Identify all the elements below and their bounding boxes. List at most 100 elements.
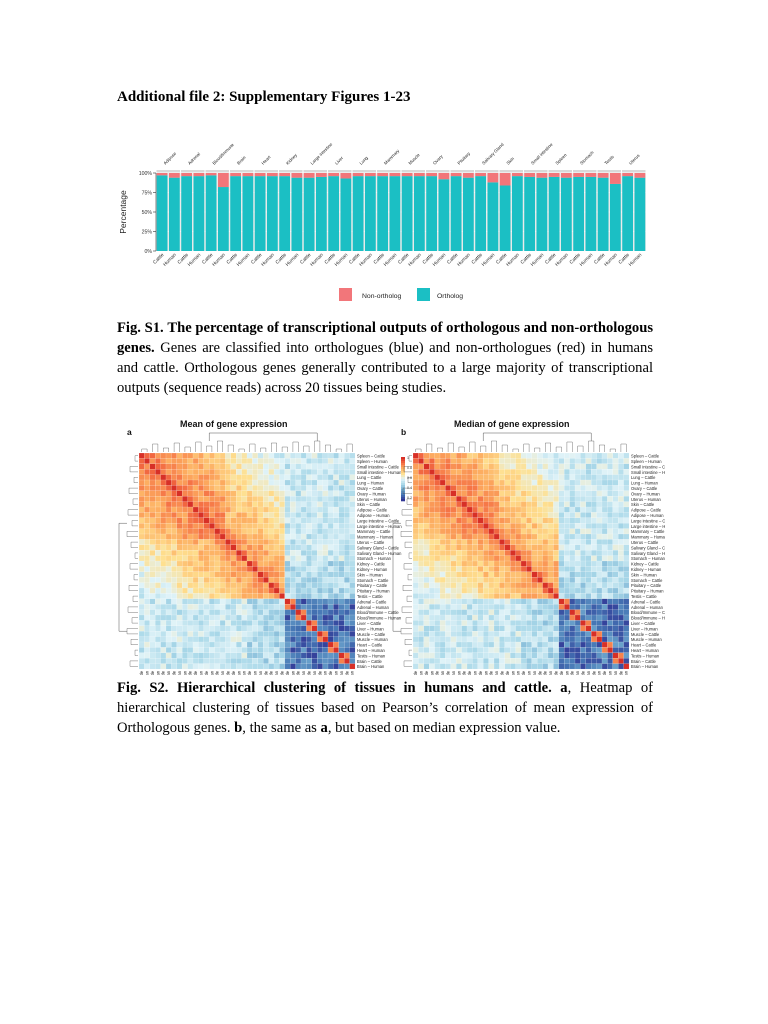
heatmap-cell [429, 631, 435, 637]
heatmap-cell [144, 566, 150, 572]
heatmap-cell [327, 571, 334, 578]
row-label: Muscle – Human [357, 637, 388, 642]
heatmap-cell [542, 501, 549, 508]
heatmap-cell [434, 458, 441, 464]
heatmap-cell [466, 528, 473, 535]
heatmap-cell [526, 485, 532, 491]
heatmap-cell [547, 604, 554, 610]
heatmap-cell [493, 598, 500, 605]
heatmap-cell [429, 517, 435, 524]
heatmap-cell [349, 512, 356, 518]
row-label: Large intestine – Cattle [357, 518, 400, 523]
heatmap-cell [423, 652, 430, 659]
heatmap-cell [344, 517, 350, 524]
heatmap-cell [192, 652, 199, 659]
row-label: Muscle – Cattle [631, 632, 660, 637]
heatmap-cell [176, 620, 183, 626]
heatmap-cell [493, 560, 500, 567]
heatmap-cell [418, 506, 424, 513]
legend-step [401, 479, 405, 482]
heatmap-cell [209, 577, 215, 583]
heatmap-cell [230, 523, 237, 529]
heatmap-cell [246, 490, 253, 497]
heatmap-cell [171, 598, 177, 605]
row-label: Adrenal – Human [357, 605, 390, 610]
heatmap-cell [236, 501, 242, 508]
heatmap-cell [434, 566, 441, 572]
heatmap-cell [138, 479, 145, 486]
heatmap-cell [198, 582, 204, 589]
heatmap-cell [165, 582, 172, 589]
heatmap-cell [423, 501, 430, 508]
heatmap-cell [531, 598, 538, 605]
heatmap-cell [230, 582, 237, 589]
heatmap-cell [450, 539, 457, 545]
heatmap-cell [138, 604, 145, 610]
heatmap-cell [456, 485, 462, 491]
heatmap-cell [429, 528, 435, 535]
heatmap-cell [542, 614, 549, 621]
heatmap-cell [149, 571, 156, 578]
heatmap-cell [182, 571, 188, 578]
heatmap-cell [349, 539, 356, 545]
heatmap-cell [322, 582, 329, 589]
heatmap-cell [418, 652, 424, 659]
heatmap-cell [515, 598, 522, 605]
heatmap-cell [241, 652, 248, 659]
heatmap-cell [155, 474, 161, 481]
bar-non-ortholog [475, 173, 487, 177]
heatmap-cell [203, 647, 210, 653]
heatmap-cell [585, 609, 592, 616]
heatmap-cell [612, 582, 619, 589]
heatmap-cell [198, 550, 204, 556]
heatmap-cell [273, 512, 280, 518]
heatmap-cell [531, 631, 538, 637]
y-tick-label: 25% [142, 230, 153, 236]
heatmap-cell [138, 496, 145, 502]
bar-ortholog [168, 177, 180, 251]
heatmap-cell [246, 517, 253, 524]
heatmap-cell [263, 474, 269, 481]
row-label: Adipose – Human [631, 513, 664, 518]
heatmap-cell [225, 609, 231, 616]
heatmap-cell [542, 652, 549, 659]
heatmap-cell [418, 577, 424, 583]
heatmap-cell [456, 560, 462, 567]
heatmap-cell [322, 636, 329, 643]
heatmap-cell [477, 523, 484, 529]
heatmap-cell [580, 452, 586, 459]
heatmap-cell [203, 577, 210, 583]
heatmap-cell [564, 614, 570, 621]
heatmap-cell [317, 652, 323, 659]
heatmap-cell [263, 658, 269, 664]
heatmap-cell [149, 490, 156, 497]
heatmap-cell [461, 625, 468, 632]
heatmap-cell [445, 620, 451, 626]
heatmap-cell [268, 604, 275, 610]
heatmap-cell [618, 631, 624, 637]
heatmap-cell [284, 528, 291, 535]
heatmap-cell [246, 469, 253, 475]
heatmap-cell [165, 663, 172, 670]
y-tick-label: 50% [142, 210, 153, 216]
heatmap-cell [515, 496, 522, 502]
heatmap-cell [574, 533, 581, 540]
heatmap-cell [569, 490, 576, 497]
heatmap-cell [284, 609, 291, 616]
heatmap-cell [311, 614, 318, 621]
heatmap-cell [327, 463, 334, 470]
heatmap-cell [225, 658, 231, 664]
heatmap-cell [290, 550, 296, 556]
heatmap-cell [252, 587, 258, 594]
heatmap-cell [423, 528, 430, 535]
heatmap-cell [144, 506, 150, 513]
heatmap-cell [531, 593, 538, 599]
heatmap-cell [580, 496, 586, 502]
heatmap-cell [149, 631, 156, 637]
heatmap-cell [423, 485, 430, 491]
heatmap-cell [333, 555, 339, 562]
heatmap-cell [596, 479, 603, 486]
heatmap-cell [564, 652, 570, 659]
heatmap-cell [257, 593, 264, 599]
heatmap-cell [246, 582, 253, 589]
